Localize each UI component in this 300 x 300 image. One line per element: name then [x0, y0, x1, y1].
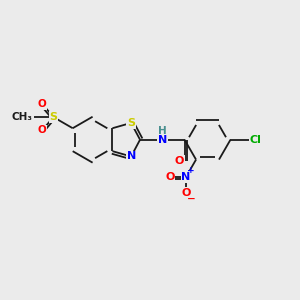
Text: O: O — [181, 188, 191, 198]
Text: −: − — [187, 194, 196, 203]
Text: N: N — [181, 172, 190, 182]
Text: CH₃: CH₃ — [12, 112, 33, 122]
Text: O: O — [165, 172, 175, 182]
Text: N: N — [127, 152, 136, 161]
Text: S: S — [50, 112, 57, 122]
Text: H: H — [158, 126, 167, 136]
Text: O: O — [175, 156, 184, 166]
Text: O: O — [38, 125, 46, 135]
Text: O: O — [38, 99, 46, 109]
Text: N: N — [158, 135, 167, 145]
Text: S: S — [127, 118, 135, 128]
Text: Cl: Cl — [250, 135, 262, 145]
Text: +: + — [188, 166, 195, 175]
